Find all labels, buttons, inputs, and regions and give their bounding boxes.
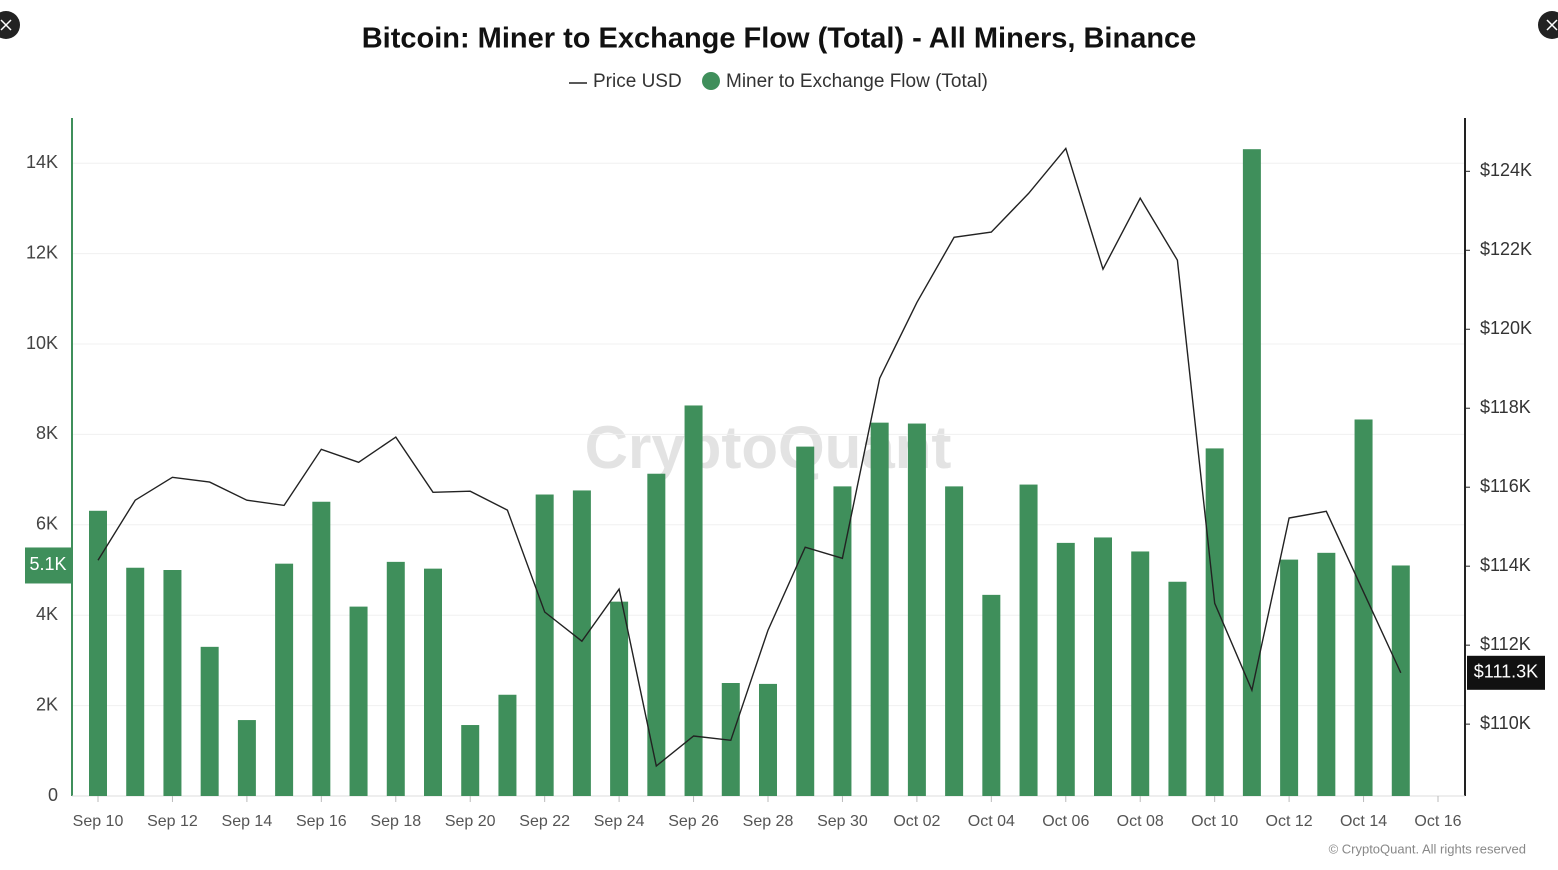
current-value-badge — [25, 547, 72, 584]
x-tick-label: Oct 12 — [1266, 813, 1313, 830]
bar — [1280, 559, 1299, 796]
bar — [386, 561, 405, 796]
bar — [424, 568, 442, 796]
bar — [907, 423, 926, 796]
close-icon — [0, 19, 12, 31]
x-tick-label: Sep 22 — [519, 813, 570, 830]
y-tick-label: 0 — [48, 785, 58, 805]
y2-tick-label: $112K — [1480, 634, 1531, 654]
bar — [982, 594, 1001, 796]
bar — [610, 601, 629, 796]
y-tick-label: 12K — [26, 242, 58, 262]
bar — [572, 490, 591, 796]
legend-label: Price USD — [593, 71, 682, 92]
bar — [1094, 537, 1112, 796]
bar — [796, 446, 815, 796]
bar — [647, 473, 666, 796]
bar — [1391, 565, 1410, 796]
legend-label: Miner to Exchange Flow (Total) — [726, 71, 988, 92]
x-tick-label: Oct 14 — [1340, 813, 1387, 830]
chart-title: Bitcoin: Miner to Exchange Flow (Total) … — [362, 23, 1197, 55]
x-tick-label: Oct 06 — [1042, 813, 1089, 830]
y2-tick-label: $120K — [1480, 318, 1532, 338]
x-tick-label: Sep 14 — [222, 813, 273, 830]
x-tick-label: Sep 28 — [743, 813, 794, 830]
y2-tick-label: $122K — [1480, 239, 1532, 259]
close-icon — [1546, 19, 1558, 31]
bar — [126, 567, 145, 796]
y-tick-label: 10K — [26, 333, 58, 353]
y2-tick-label: $116K — [1480, 476, 1531, 496]
close-button[interactable] — [1538, 11, 1558, 39]
x-tick-label: Sep 30 — [817, 813, 868, 830]
credit: © CryptoQuant. All rights reserved — [1329, 841, 1526, 856]
bar — [461, 725, 480, 796]
y-tick-label: 6K — [36, 514, 58, 534]
bar — [1019, 484, 1038, 796]
x-tick-label: Sep 26 — [668, 813, 719, 830]
price-line — [97, 146, 1402, 768]
x-tick-label: Sep 12 — [147, 813, 198, 830]
current-price-badge — [1467, 655, 1545, 690]
x-tick-label: Oct 04 — [968, 813, 1015, 830]
bar — [1056, 542, 1075, 796]
bar — [163, 570, 182, 796]
bar — [1168, 581, 1187, 796]
bar — [870, 422, 889, 796]
y2-tick-label: $124K — [1480, 160, 1532, 180]
y-tick-label: 8K — [36, 423, 58, 443]
bar — [684, 405, 703, 796]
bar — [945, 486, 964, 796]
x-tick-label: Oct 08 — [1117, 813, 1164, 830]
bar — [1131, 551, 1150, 796]
close-button[interactable] — [0, 11, 20, 39]
y2-tick-label: $118K — [1480, 397, 1531, 417]
current-value-label: 5.1K — [29, 554, 66, 574]
current-price-label: $111.3K — [1474, 662, 1538, 682]
x-tick-label: Sep 10 — [73, 813, 124, 830]
bar — [275, 563, 294, 796]
x-tick-label: Sep 20 — [445, 813, 496, 830]
bar — [349, 606, 368, 796]
y-tick-label: 2K — [36, 694, 58, 714]
bar — [1242, 149, 1261, 797]
y2-tick-label: $114K — [1480, 555, 1531, 575]
bar — [1354, 419, 1373, 796]
bar — [89, 510, 107, 796]
y2-tick-label: $110K — [1480, 713, 1531, 733]
x-tick-label: Oct 02 — [893, 813, 940, 830]
x-tick-label: Oct 16 — [1414, 813, 1461, 830]
bar — [1317, 552, 1336, 796]
x-tick-label: Oct 10 — [1191, 813, 1238, 830]
bar — [498, 694, 517, 796]
legend: Price USD Miner to Exchange Flow (Total) — [569, 71, 988, 92]
bar — [312, 501, 331, 796]
bar — [200, 646, 219, 796]
watermark: CryptoQuant — [585, 414, 952, 481]
x-tick-label: Sep 18 — [370, 813, 421, 830]
x-tick-label: Sep 24 — [594, 813, 645, 830]
x-tick-label: Sep 16 — [296, 813, 347, 830]
bar — [1205, 448, 1224, 796]
bar — [759, 683, 777, 796]
legend-dot-swatch — [702, 72, 720, 90]
bar — [833, 486, 852, 796]
y-tick-label: 4K — [36, 604, 58, 624]
bar — [535, 494, 554, 796]
bar — [237, 720, 256, 796]
y-tick-label: 14K — [26, 152, 58, 172]
